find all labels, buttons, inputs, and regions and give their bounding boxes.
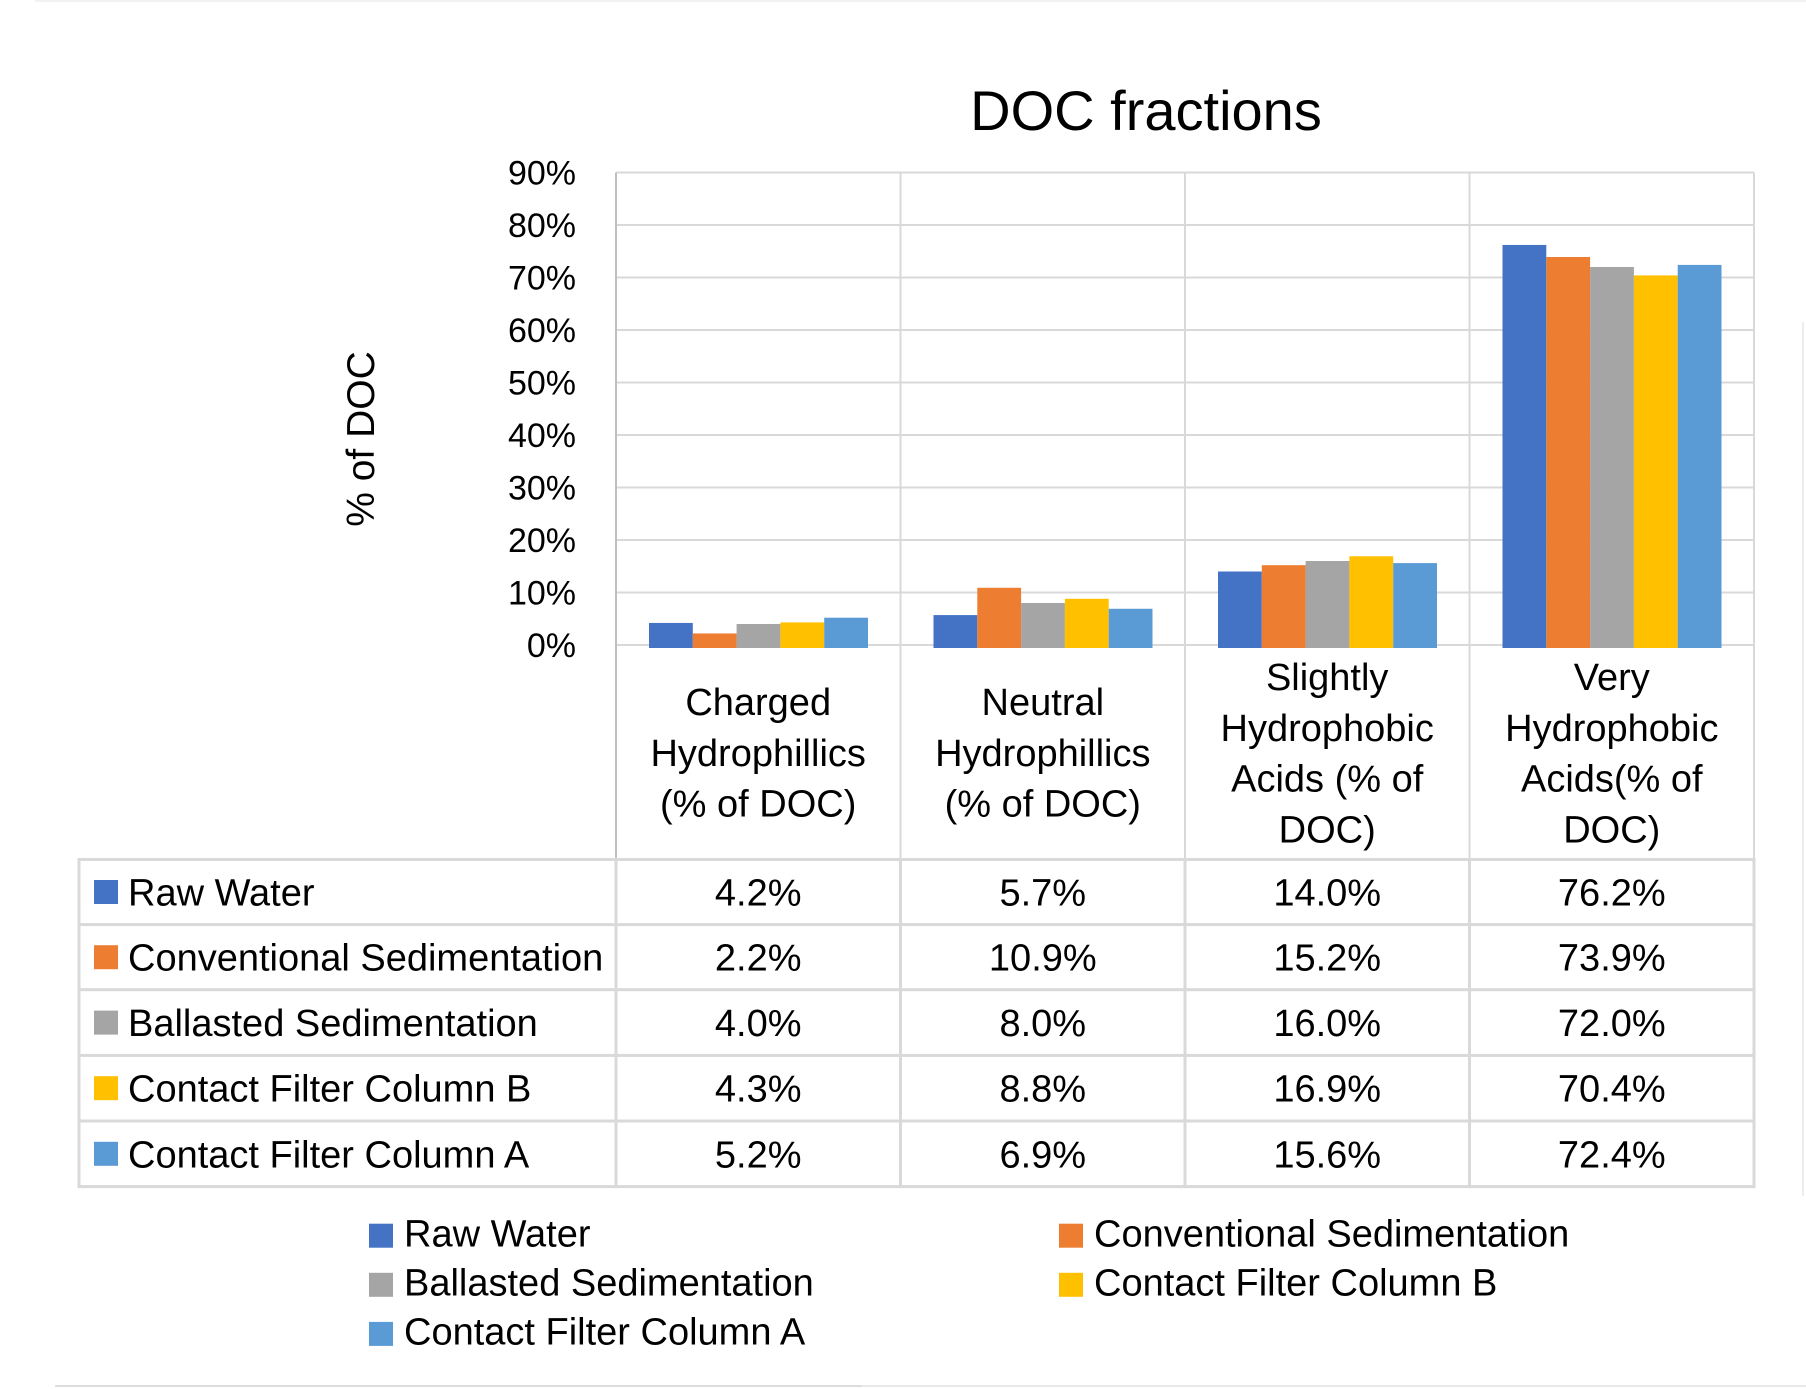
svg-text:20%: 20%: [508, 522, 576, 560]
svg-text:DOC fractions: DOC fractions: [970, 79, 1322, 142]
svg-text:DOC): DOC): [1279, 810, 1376, 852]
svg-text:0%: 0%: [527, 627, 576, 665]
svg-text:Charged: Charged: [685, 682, 831, 724]
svg-text:Acids (% of: Acids (% of: [1231, 759, 1424, 801]
svg-text:Hydrophobic: Hydrophobic: [1221, 708, 1434, 750]
svg-text:4.0%: 4.0%: [715, 1003, 802, 1045]
svg-text:DOC): DOC): [1563, 810, 1660, 852]
svg-text:50%: 50%: [508, 365, 576, 403]
svg-text:15.2%: 15.2%: [1273, 938, 1381, 980]
svg-text:90%: 90%: [508, 155, 576, 193]
svg-text:Conventional Sedimentation: Conventional Sedimentation: [1094, 1213, 1569, 1255]
svg-text:Slightly: Slightly: [1266, 657, 1389, 699]
svg-text:76.2%: 76.2%: [1558, 873, 1666, 915]
svg-text:10.9%: 10.9%: [989, 938, 1097, 980]
svg-text:Contact Filter Column B: Contact Filter Column B: [1094, 1263, 1497, 1305]
svg-text:4.3%: 4.3%: [715, 1069, 802, 1111]
svg-text:73.9%: 73.9%: [1558, 938, 1666, 980]
svg-text:4.2%: 4.2%: [715, 873, 802, 915]
svg-text:40%: 40%: [508, 417, 576, 455]
svg-text:Contact Filter Column B: Contact Filter Column B: [128, 1069, 531, 1111]
svg-text:Hydrophillics: Hydrophillics: [935, 733, 1150, 775]
svg-text:80%: 80%: [508, 207, 576, 245]
svg-text:5.7%: 5.7%: [999, 873, 1086, 915]
svg-text:16.0%: 16.0%: [1273, 1003, 1381, 1045]
svg-text:5.2%: 5.2%: [715, 1134, 802, 1176]
svg-text:70%: 70%: [508, 260, 576, 298]
svg-text:8.0%: 8.0%: [999, 1003, 1086, 1045]
svg-text:Conventional Sedimentation: Conventional Sedimentation: [128, 938, 603, 980]
svg-text:10%: 10%: [508, 575, 576, 613]
svg-text:Ballasted Sedimentation: Ballasted Sedimentation: [404, 1263, 814, 1305]
svg-text:14.0%: 14.0%: [1273, 873, 1381, 915]
svg-text:6.9%: 6.9%: [999, 1134, 1086, 1176]
svg-text:Ballasted Sedimentation: Ballasted Sedimentation: [128, 1003, 538, 1045]
svg-text:% of DOC: % of DOC: [340, 351, 383, 527]
svg-text:16.9%: 16.9%: [1273, 1069, 1381, 1111]
svg-text:(% of DOC): (% of DOC): [660, 784, 856, 826]
svg-text:Neutral: Neutral: [982, 682, 1105, 724]
svg-text:Hydrophobic: Hydrophobic: [1505, 708, 1718, 750]
svg-text:72.0%: 72.0%: [1558, 1003, 1666, 1045]
svg-text:(% of DOC): (% of DOC): [945, 784, 1141, 826]
svg-text:Acids(% of: Acids(% of: [1521, 759, 1703, 801]
svg-text:60%: 60%: [508, 312, 576, 350]
svg-text:15.6%: 15.6%: [1273, 1134, 1381, 1176]
svg-text:Hydrophillics: Hydrophillics: [650, 733, 865, 775]
svg-text:70.4%: 70.4%: [1558, 1069, 1666, 1111]
svg-text:Raw Water: Raw Water: [128, 873, 315, 915]
svg-text:Raw Water: Raw Water: [404, 1213, 591, 1255]
svg-text:Contact Filter Column A: Contact Filter Column A: [128, 1134, 530, 1176]
svg-text:72.4%: 72.4%: [1558, 1134, 1666, 1176]
svg-text:Contact Filter Column A: Contact Filter Column A: [404, 1312, 806, 1354]
svg-text:Very: Very: [1574, 657, 1650, 699]
svg-text:8.8%: 8.8%: [999, 1069, 1086, 1111]
svg-text:2.2%: 2.2%: [715, 938, 802, 980]
svg-text:30%: 30%: [508, 470, 576, 508]
